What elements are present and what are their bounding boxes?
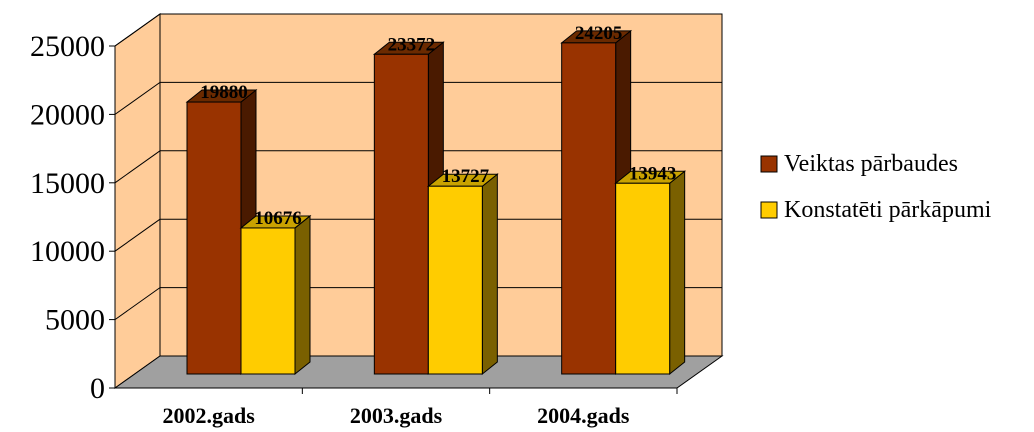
y-tick-label: 25000 — [30, 30, 105, 63]
y-tick-label: 20000 — [30, 98, 105, 131]
gridline-side — [114, 218, 161, 252]
data-label: 13943 — [629, 163, 677, 184]
bar — [373, 53, 429, 375]
y-axis-ticks: 0 5000 10000 15000 20000 25000 — [30, 30, 677, 405]
y-tick-label: 10000 — [30, 235, 105, 268]
x-tick-label: 2004.gads — [537, 403, 630, 428]
legend-label: Veiktas pārbaudes — [784, 151, 958, 177]
bar — [427, 185, 483, 375]
data-label: 13727 — [442, 166, 490, 187]
gridline-side — [114, 150, 161, 184]
bar-side — [481, 173, 498, 376]
data-labels: 19880 10676 23372 13727 24205 13943 — [200, 23, 676, 229]
x-tick-label: 2002.gads — [163, 403, 256, 428]
gridline-side — [114, 287, 161, 321]
bar — [240, 227, 296, 375]
x-tick-label: 2003.gads — [350, 403, 443, 428]
y-tick-label: 0 — [90, 372, 105, 405]
bar-side — [669, 170, 686, 376]
gridline-side — [114, 13, 161, 47]
gridline-side — [114, 81, 161, 115]
y-tick-label: 5000 — [45, 304, 105, 337]
data-label: 19880 — [200, 82, 248, 103]
bars — [185, 29, 687, 376]
data-label: 24205 — [575, 23, 623, 44]
data-label: 10676 — [254, 208, 302, 229]
legend-label: Konstatēti pārkāpumi — [784, 197, 992, 223]
bar — [615, 182, 671, 375]
bar — [186, 101, 242, 375]
side-wall — [114, 13, 161, 389]
data-label: 23372 — [388, 34, 436, 55]
y-tick-label: 15000 — [30, 167, 105, 200]
bar-side — [294, 214, 311, 376]
x-axis-labels: 2002.gads 2003.gads 2004.gads — [163, 388, 678, 428]
legend: Veiktas pārbaudes Konstatēti pārkāpumi — [760, 151, 992, 223]
bar — [561, 42, 617, 375]
legend-swatch — [760, 201, 778, 219]
legend-swatch — [760, 155, 778, 173]
